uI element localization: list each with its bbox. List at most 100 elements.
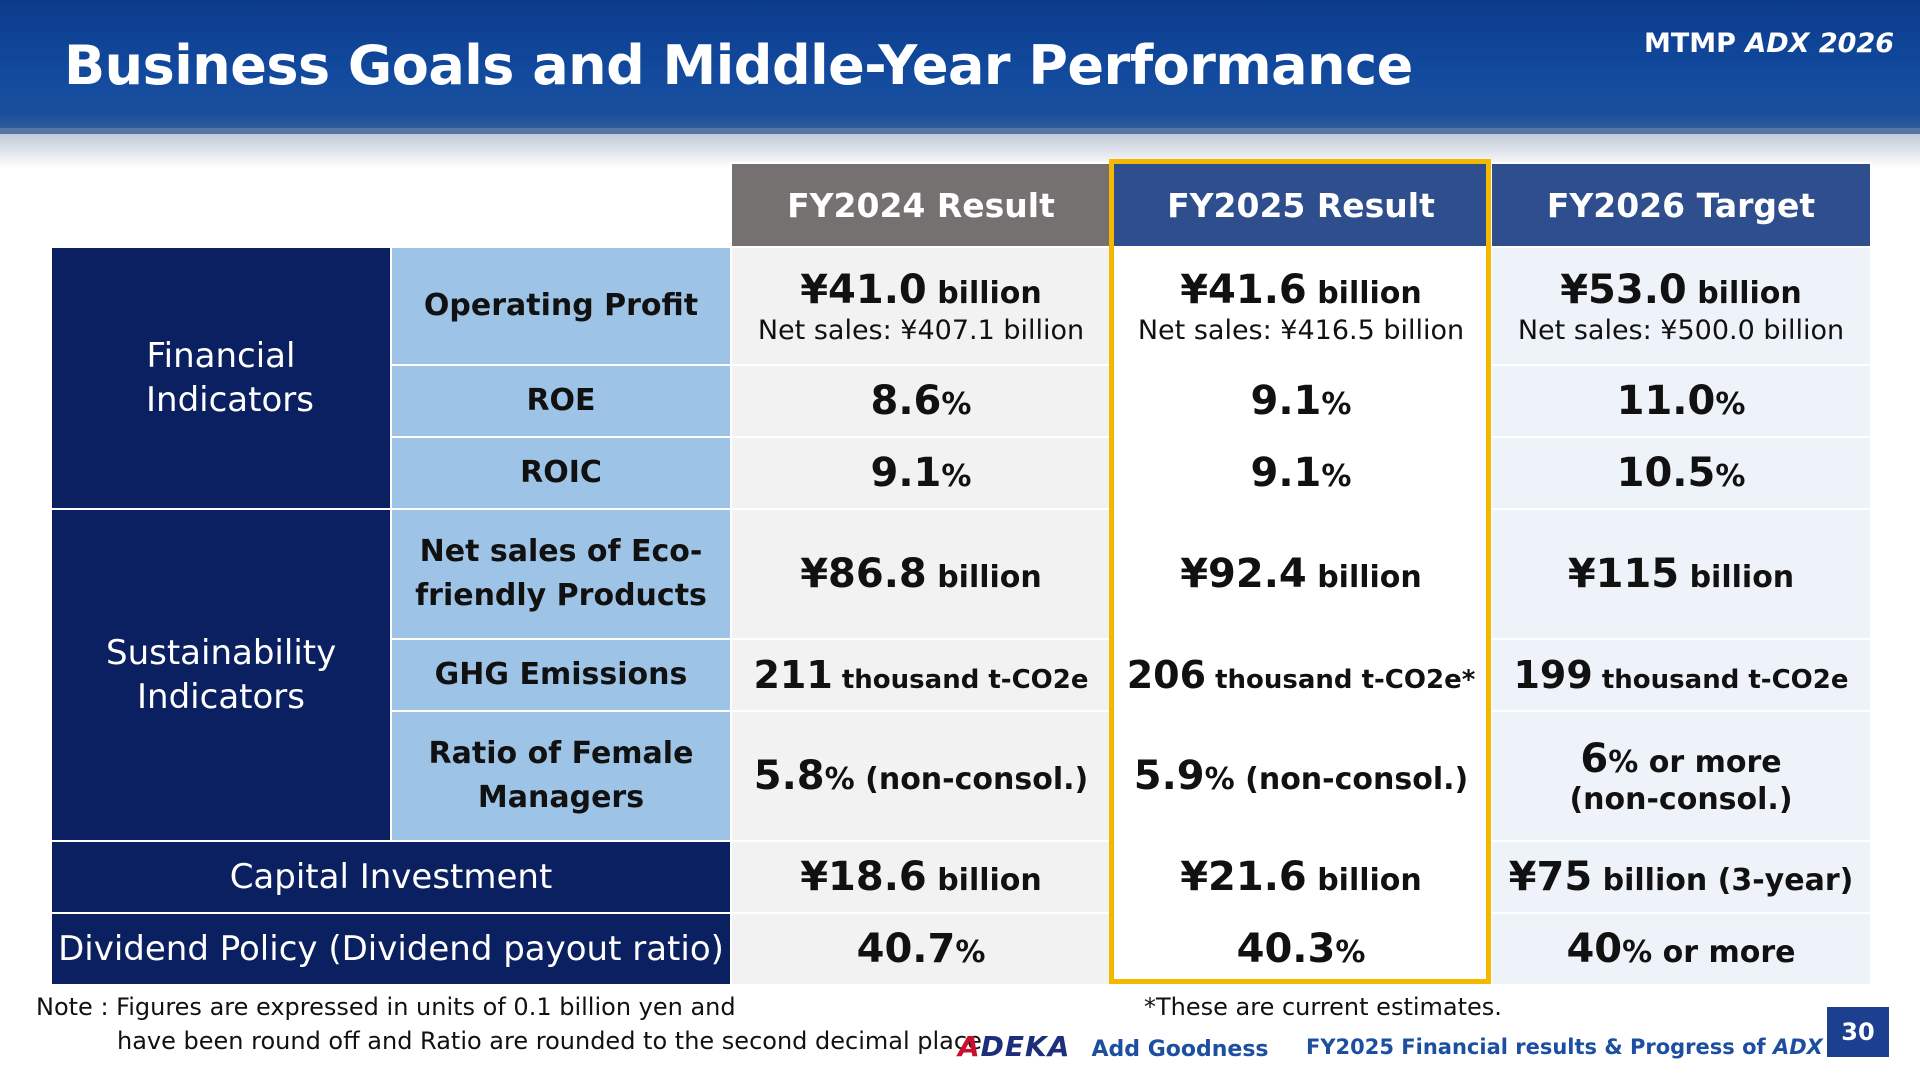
page-title: Business Goals and Middle-Year Performan…	[64, 34, 1413, 97]
logo-letters: DEKA	[980, 1030, 1071, 1063]
footer-title: FY2025 Financial results & Progress of A…	[1306, 1035, 1889, 1059]
value-sub: Net sales: ¥416.5 billion	[1137, 314, 1465, 346]
value-main: 11.0	[1616, 378, 1716, 424]
cell-roic-fy2026: 10.5%	[1490, 436, 1872, 510]
value-unit: %	[1321, 387, 1352, 422]
value-unit: thousand t-CO2e*	[1206, 665, 1476, 695]
category-label: Financial Indicators	[146, 336, 314, 420]
table-row-ghg: GHG Emissions 211 thousand t-CO2e 206 th…	[51, 638, 1872, 712]
table-row-dividend-policy: Dividend Policy (Dividend payout ratio) …	[50, 912, 1872, 986]
value-main: 10.5	[1616, 450, 1716, 496]
value-main: ¥21.6	[1180, 854, 1307, 900]
value-unit: %	[1321, 459, 1352, 494]
value-main: ¥75	[1508, 854, 1593, 900]
value-unit: thousand t-CO2e	[1592, 665, 1849, 695]
value-sub: (non-consol.)	[1569, 781, 1793, 817]
logo-letter: A	[958, 1030, 981, 1063]
value-unit: % or more	[1622, 935, 1796, 970]
footnote-line-2: have been round off and Ratio are rounde…	[117, 1027, 990, 1055]
cell-roic-fy2024: 9.1%	[730, 436, 1112, 510]
row-label-female-managers: Ratio of Female Managers	[390, 710, 732, 842]
cell-female-managers-fy2026: 6% or more (non-consol.)	[1490, 710, 1872, 842]
value-main: 9.1	[1250, 450, 1322, 496]
value-main: ¥41.6	[1180, 266, 1307, 313]
value-main: ¥41.0	[800, 266, 927, 313]
label-line: friendly Products	[415, 578, 707, 613]
cell-roic-fy2025: 9.1%	[1110, 436, 1492, 510]
row-label-dividend-policy: Dividend Policy (Dividend payout ratio)	[50, 912, 732, 986]
value-unit: %	[1335, 935, 1366, 970]
value-sub: Net sales: ¥500.0 billion	[1517, 314, 1845, 346]
plan-tag: MTMP ADX 2026	[1644, 28, 1894, 59]
label-line: Managers	[477, 780, 645, 815]
value-main: 5.9	[1133, 753, 1205, 799]
cell-operating-profit-fy2025: ¥41.6 billion Net sales: ¥416.5 billion	[1110, 246, 1492, 366]
label-line: Ratio of Female	[428, 736, 694, 771]
value-unit: %	[941, 459, 972, 494]
cell-operating-profit-fy2026: ¥53.0 billion Net sales: ¥500.0 billion	[1490, 246, 1872, 366]
plan-prefix: MTMP	[1643, 28, 1736, 59]
business-goals-table: FY2024 Result FY2025 Result FY2026 Targe…	[50, 162, 1872, 986]
value-main: 206	[1126, 653, 1207, 697]
value-unit: % (non-consol.)	[1204, 762, 1469, 797]
value-unit: billion	[1306, 275, 1422, 311]
company-logo: ADEKA Add Goodness	[958, 1030, 1269, 1063]
value-main: ¥86.8	[800, 551, 927, 597]
cell-dividend-policy-fy2025: 40.3%	[1110, 912, 1492, 986]
cell-capital-investment-fy2024: ¥18.6 billion	[730, 840, 1112, 914]
cell-capital-investment-fy2026: ¥75 billion (3-year)	[1490, 840, 1872, 914]
cell-capital-investment-fy2025: ¥21.6 billion	[1110, 840, 1492, 914]
value-sub: Net sales: ¥407.1 billion	[757, 314, 1085, 346]
logo-tagline: Add Goodness	[1091, 1037, 1269, 1062]
table-row-capital-investment: Capital Investment ¥18.6 billion ¥21.6 b…	[50, 840, 1872, 914]
table-row-roe: ROE 8.6% 9.1% 11.0%	[51, 364, 1872, 438]
value-main: ¥53.0	[1560, 266, 1687, 313]
value-unit: billion	[1679, 560, 1795, 595]
column-header-fy2024: FY2024 Result	[730, 162, 1112, 248]
footer-title-prefix: FY2025 Financial results & Progress of	[1306, 1035, 1773, 1059]
table-row-operating-profit: Financial Indicators Operating Profit ¥4…	[50, 246, 1872, 510]
logo-wordmark: ADEKA	[958, 1030, 1070, 1063]
plan-name: ADX 2026	[1745, 28, 1894, 59]
cell-roe-fy2024: 8.6%	[730, 364, 1112, 438]
value-main: 6	[1580, 735, 1609, 782]
footnote-line-1: Note : Figures are expressed in units of…	[36, 993, 736, 1021]
cell-ghg-fy2026: 199 thousand t-CO2e	[1490, 638, 1872, 712]
row-label-operating-profit: Operating Profit	[390, 246, 732, 366]
category-sustainability-indicators: Sustainability Indicators	[50, 508, 392, 842]
row-label-capital-investment: Capital Investment	[50, 840, 732, 914]
value-unit: billion	[1306, 560, 1422, 595]
value-unit: % (non-consol.)	[824, 762, 1089, 797]
value-main: 8.6	[870, 378, 942, 424]
value-unit: billion	[1306, 863, 1422, 898]
cell-operating-profit-fy2024: ¥41.0 billion Net sales: ¥407.1 billion	[730, 246, 1112, 366]
row-label-ghg: GHG Emissions	[390, 638, 732, 712]
value-main: 211	[753, 653, 833, 697]
value-unit: billion (3-year)	[1592, 863, 1854, 898]
cell-eco-sales-fy2026: ¥115 billion	[1490, 508, 1872, 640]
cell-dividend-policy-fy2026: 40% or more	[1490, 912, 1872, 986]
row-label-eco-sales: Net sales of Eco- friendly Products	[390, 508, 732, 640]
value-main: 40.3	[1236, 926, 1336, 972]
row-label-roic: ROIC	[390, 436, 732, 510]
value-unit: %	[1715, 387, 1746, 422]
value-unit: billion	[1686, 275, 1802, 311]
value-unit: %	[1715, 459, 1746, 494]
value-unit: %	[941, 387, 972, 422]
value-main: 9.1	[870, 450, 942, 496]
column-header-fy2025: FY2025 Result	[1110, 162, 1492, 248]
category-financial-indicators: Financial Indicators	[50, 246, 392, 510]
value-main: 40.7	[856, 926, 956, 972]
value-main: ¥18.6	[800, 854, 927, 900]
value-unit: % or more	[1608, 744, 1782, 780]
value-unit: billion	[926, 863, 1042, 898]
cell-dividend-policy-fy2024: 40.7%	[730, 912, 1112, 986]
column-header-fy2026: FY2026 Target	[1490, 162, 1872, 248]
value-main: ¥115	[1567, 551, 1680, 597]
value-main: 199	[1513, 653, 1593, 697]
header-bar	[0, 0, 1920, 134]
table-row-eco-sales: Sustainability Indicators Net sales of E…	[50, 508, 1872, 842]
row-label-roe: ROE	[390, 364, 732, 438]
cell-roe-fy2026: 11.0%	[1490, 364, 1872, 438]
page-number: 30	[1827, 1007, 1889, 1057]
